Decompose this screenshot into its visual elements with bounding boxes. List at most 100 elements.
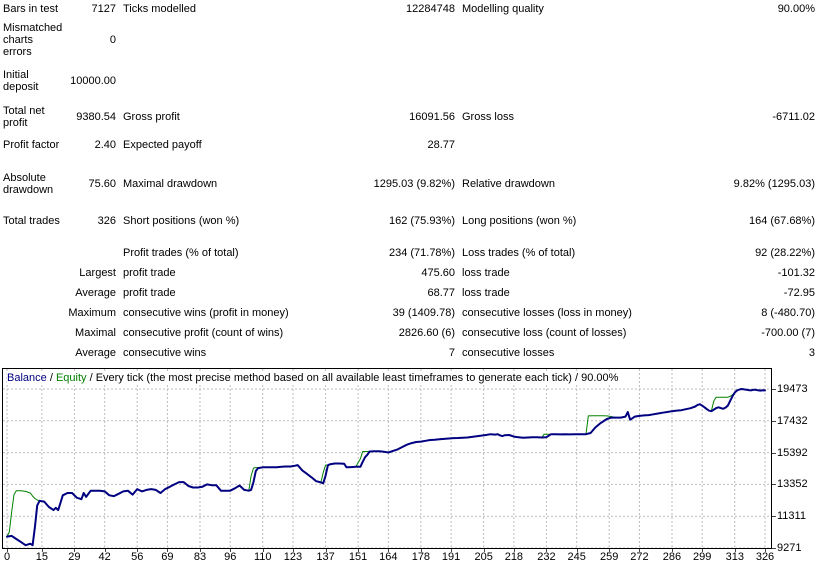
stat-value: -72.95 [783,287,815,299]
stat-label: profit trade [123,267,176,279]
x-axis-label: 110 [253,551,272,563]
x-axis-label: 83 [193,551,207,563]
x-axis-tick [104,549,106,552]
stat-value: 0 [109,34,116,46]
stat-value: 12284748 [406,3,455,15]
stat-value: 39 (1409.78) [392,307,455,319]
stat-value: 326 [97,215,116,227]
stat-qualifier: Largest [79,267,116,279]
stat-value: 2.40 [94,139,116,151]
x-axis-tick [7,549,8,552]
x-axis-tick [546,549,548,552]
y-axis-tick [772,516,776,518]
table-row: Initial deposit 10000.00 [3,69,815,93]
x-axis-tick [358,549,360,552]
table-row: Profit factor 2.40 Expected payoff 28.77 [3,139,815,151]
table-row: Total trades 326 Short positions (won %)… [3,215,815,227]
x-axis-tick [41,549,43,552]
y-axis-tick [772,420,776,422]
x-axis-tick [734,549,736,552]
legend-equity-label: Equity [55,372,87,384]
x-axis-label: 299 [693,551,712,563]
stat-value: -6711.02 [772,111,815,123]
stat-value: 7127 [91,3,116,15]
stat-value: 9380.54 [76,111,116,123]
stat-label: profit trade [123,287,176,299]
stat-label: Profit factor [3,139,60,151]
stat-qualifier: Average [75,287,116,299]
x-axis-tick [199,549,201,552]
x-axis-tick [451,549,453,552]
legend-separator: / [86,372,96,384]
x-axis-tick [765,549,766,552]
table-row: Maximal consecutive profit (count of win… [3,327,815,339]
stat-value: 475.60 [421,267,455,279]
stat-value: 164 (67.68%) [748,215,815,227]
stat-value: 68.77 [427,287,455,299]
balance-equity-plot [3,369,771,548]
x-axis-label: 96 [224,551,237,563]
stat-label: Total net profit [3,105,45,129]
stat-value: 7 [448,347,455,359]
stat-label: Gross profit [123,111,180,123]
stat-label: Mismatched charts errors [3,22,63,58]
stat-value: 10000.00 [70,75,116,87]
stat-value: 92 (28.22%) [755,247,815,259]
x-axis-tick [388,549,390,552]
graph-legend: Balance / Equity / Every tick (the most … [7,372,622,384]
y-axis-label: 11311 [777,510,806,523]
x-axis-tick [639,549,641,552]
stat-qualifier: Maximum [68,307,116,319]
y-axis-label: 13352 [777,478,808,491]
table-row: Profit trades (% of total) 234 (71.78%) … [3,247,815,259]
stat-label: Initial deposit [3,69,39,93]
x-axis-label: 259 [600,551,619,563]
x-axis-label: 15 [35,551,48,563]
stat-value: 9.82% (1295.03) [733,178,815,190]
x-axis-label: 164 [379,551,398,563]
stat-value: -700.00 (7) [761,327,815,339]
x-axis-label: 272 [630,551,649,563]
stat-label: Loss trades (% of total) [462,247,576,259]
x-axis-label: 0 [3,551,11,563]
table-row: Bars in test 7127 Ticks modelled 1228474… [3,3,815,15]
y-axis-label: 9271 [777,542,802,554]
y-axis-label: 19473 [777,383,808,395]
y-axis-tick [772,452,776,454]
table-row: Average consecutive wins 7 consecutive l… [3,347,815,359]
y-axis-tick [772,389,776,390]
table-row: Average profit trade 68.77 loss trade -7… [3,287,815,299]
stat-label: Total trades [3,215,60,227]
stat-label: Maximal drawdown [123,178,218,190]
stat-label: Modelling quality [462,3,544,15]
x-axis-label: 69 [161,551,174,563]
x-axis-tick [137,549,139,552]
table-row: Total net profit 9380.54 Gross profit 16… [3,105,815,129]
stat-label: consecutive wins [123,347,207,359]
balance-graph: Balance / Equity / Every tick (the most … [2,368,772,549]
x-axis-label: 326 [755,551,775,563]
x-axis-label: 123 [283,551,303,563]
legend-model-description: Every tick (the most precise method base… [95,372,619,384]
x-axis-tick [420,549,422,552]
stat-label: loss trade [462,267,510,279]
stat-value: 2826.60 (6) [398,327,455,339]
stat-label: Long positions (won %) [462,215,577,227]
y-axis-tick [772,484,776,486]
stat-label: Short positions (won %) [123,215,240,227]
legend-balance-label: Balance [7,372,47,384]
x-axis-tick [483,549,485,552]
x-axis-tick [671,549,673,552]
x-axis-label: 178 [411,551,431,563]
x-axis-label: 245 [567,551,586,563]
stat-value: 1295.03 (9.82%) [373,178,455,190]
x-axis-label: 42 [98,551,111,563]
stat-qualifier: Average [75,347,116,359]
stat-value: 234 (71.78%) [388,247,455,259]
x-axis-label: 286 [662,551,682,563]
x-axis-tick [609,549,611,552]
stat-label: Bars in test [3,3,59,15]
x-axis-tick [325,549,327,552]
x-axis-label: 205 [474,551,493,563]
